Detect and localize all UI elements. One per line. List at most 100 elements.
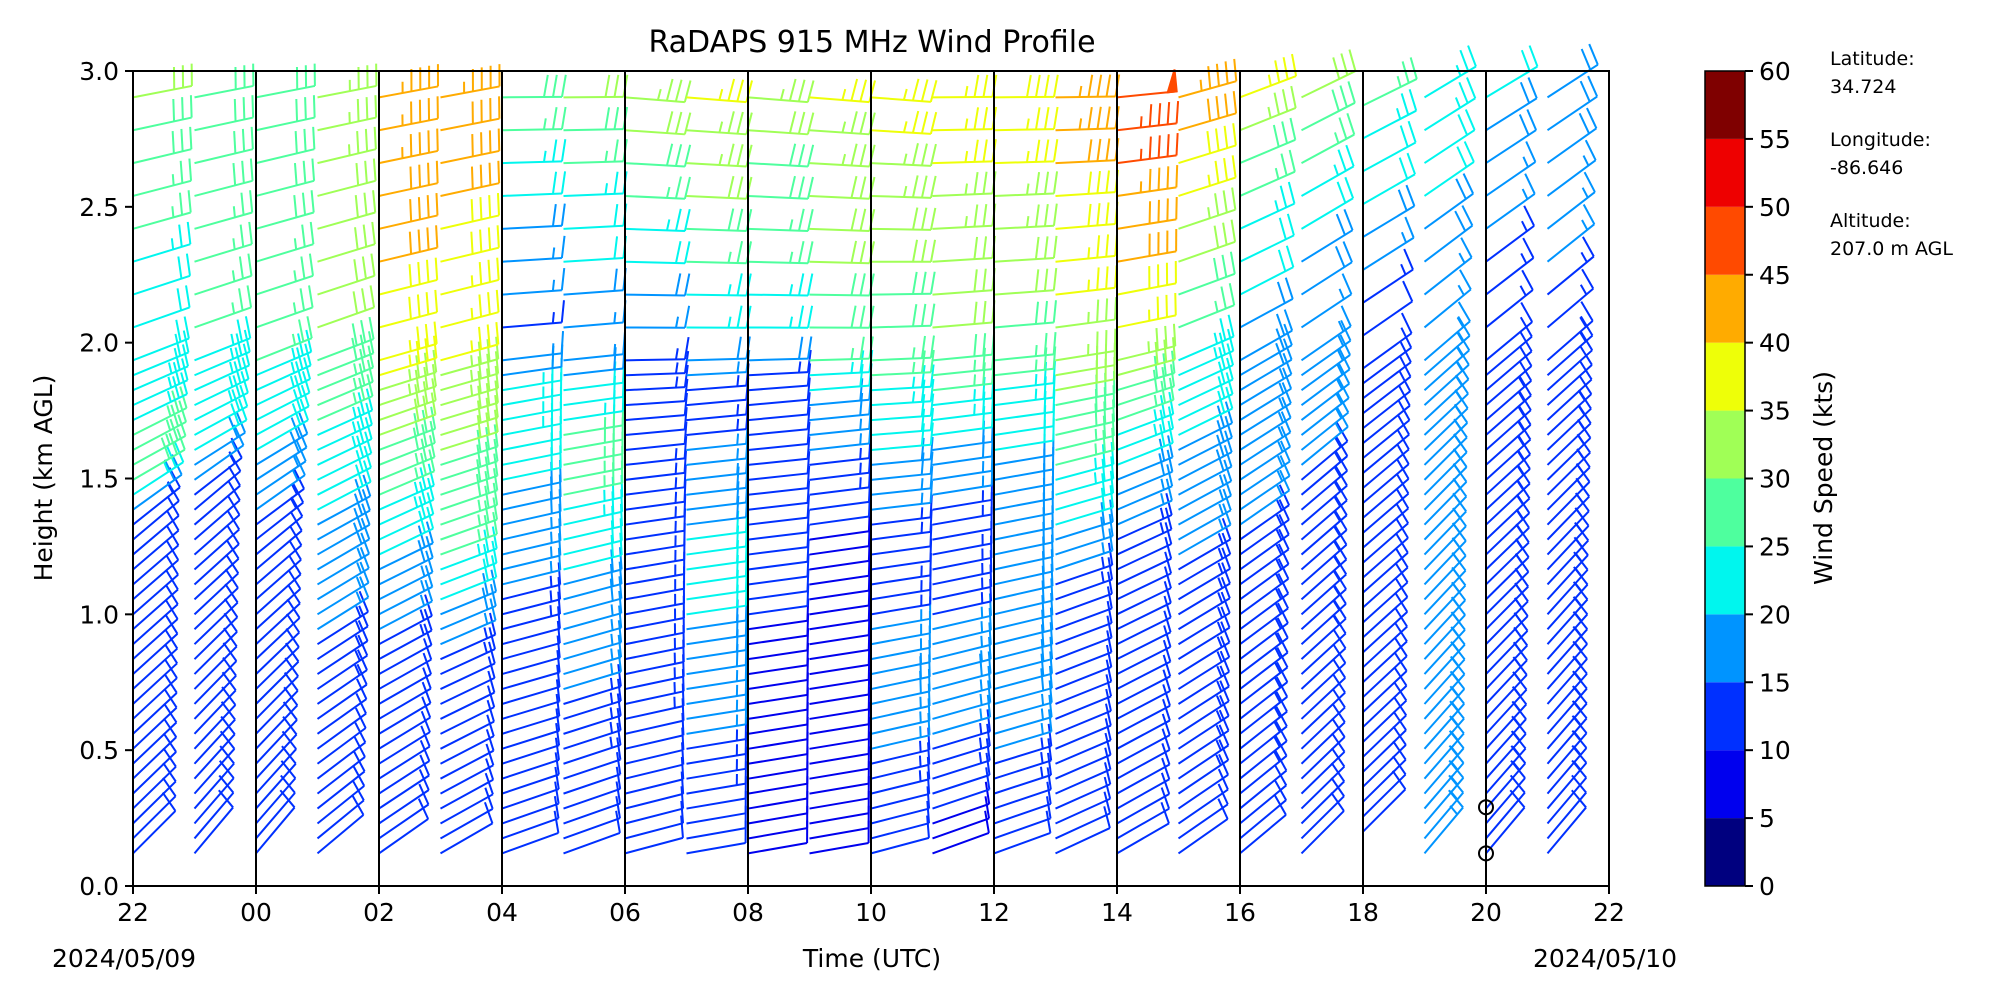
barb-staff bbox=[1546, 127, 1597, 164]
barb-half-feather bbox=[1147, 341, 1151, 353]
barb-staff bbox=[747, 357, 809, 362]
barb-staff bbox=[563, 289, 624, 296]
barb-feather bbox=[420, 452, 427, 476]
barb-staff bbox=[132, 84, 193, 99]
barb-staff bbox=[1239, 75, 1297, 99]
barb-half-feather bbox=[1452, 493, 1461, 504]
barb-half-feather bbox=[1160, 478, 1165, 490]
barb-staff bbox=[1300, 368, 1351, 406]
wind-barb bbox=[316, 547, 370, 601]
barb-staff bbox=[624, 194, 685, 200]
barb-staff bbox=[1546, 191, 1596, 230]
barb-feather bbox=[617, 620, 623, 643]
barb-half-feather bbox=[1207, 207, 1211, 219]
barb-feather bbox=[929, 79, 938, 103]
barb-staff bbox=[809, 545, 870, 556]
wind-barb bbox=[1055, 747, 1112, 795]
barb-staff bbox=[809, 293, 870, 297]
barb-staff bbox=[1239, 533, 1290, 571]
barb-staff bbox=[1362, 78, 1418, 107]
barb-staff bbox=[1546, 510, 1590, 556]
y-tick-label: 0.0 bbox=[79, 872, 119, 901]
barb-half-feather bbox=[1520, 253, 1528, 264]
barb-staff bbox=[1362, 109, 1417, 140]
barb-feather bbox=[1107, 542, 1114, 566]
barb-half-feather bbox=[407, 383, 412, 395]
barb-staff bbox=[1362, 390, 1411, 430]
barb-feather bbox=[1103, 776, 1112, 799]
wind-barb bbox=[501, 620, 561, 661]
barb-staff bbox=[624, 129, 685, 136]
barb-feather bbox=[295, 361, 303, 384]
wind-barb bbox=[1239, 352, 1293, 407]
wind-barb bbox=[1239, 323, 1293, 377]
barb-staff bbox=[440, 504, 498, 526]
barb-feather bbox=[487, 292, 491, 315]
barb-staff bbox=[317, 395, 373, 422]
barb-staff bbox=[1116, 413, 1174, 436]
barb-feather bbox=[850, 111, 858, 134]
barb-staff bbox=[1423, 614, 1466, 660]
barb-feather bbox=[1040, 653, 1045, 677]
barb-half-feather bbox=[1040, 722, 1044, 735]
barb-staff bbox=[1055, 506, 1114, 526]
barb-feather bbox=[1106, 600, 1113, 624]
barb-staff bbox=[1485, 350, 1533, 391]
barb-staff bbox=[747, 531, 808, 541]
barb-staff bbox=[1362, 478, 1410, 519]
barb-feather bbox=[361, 288, 367, 311]
barb-feather bbox=[241, 128, 246, 152]
barb-half-feather bbox=[1332, 555, 1341, 567]
barb-feather bbox=[617, 678, 622, 702]
wind-barb bbox=[378, 435, 436, 481]
barb-staff bbox=[747, 194, 808, 200]
barb-feather bbox=[1334, 245, 1346, 268]
calm-marker bbox=[1478, 845, 1494, 862]
barb-staff bbox=[870, 574, 931, 586]
barb-feather bbox=[1221, 532, 1232, 555]
barb-feather bbox=[859, 363, 864, 387]
barb-feather bbox=[1166, 464, 1174, 487]
wind-barb bbox=[932, 665, 992, 705]
barb-feather bbox=[1289, 117, 1297, 141]
barb-staff bbox=[194, 405, 248, 436]
barb-feather bbox=[1582, 236, 1595, 257]
barb-feather bbox=[1096, 74, 1103, 97]
barb-feather bbox=[1216, 405, 1226, 428]
barb-staff bbox=[378, 456, 435, 481]
barb-staff bbox=[1485, 409, 1532, 451]
wind-barb bbox=[440, 714, 495, 765]
barb-half-feather bbox=[549, 546, 553, 558]
wind-barb bbox=[686, 336, 751, 362]
barb-feather bbox=[425, 292, 430, 315]
barb-feather bbox=[1046, 781, 1052, 805]
barb-staff bbox=[1055, 364, 1115, 377]
wind-barb bbox=[1177, 798, 1229, 855]
barb-staff bbox=[563, 381, 624, 392]
barb-feather bbox=[309, 221, 315, 245]
wind-barb bbox=[1178, 328, 1235, 377]
barb-feather bbox=[1219, 694, 1230, 717]
barb-feather bbox=[427, 162, 430, 186]
wind-barb bbox=[932, 651, 992, 691]
wind-barb bbox=[993, 709, 1053, 750]
barb-half-feather bbox=[354, 649, 361, 661]
barb-staff bbox=[1239, 416, 1292, 451]
barb-staff bbox=[993, 628, 1053, 646]
barb-staff bbox=[440, 311, 499, 329]
wind-barb bbox=[563, 576, 623, 616]
barb-staff bbox=[747, 679, 808, 691]
barb-feather bbox=[172, 362, 181, 385]
barb-feather bbox=[1348, 49, 1357, 72]
barb-feather bbox=[303, 357, 312, 380]
barb-feather bbox=[1102, 429, 1106, 453]
barb-half-feather bbox=[1217, 547, 1224, 559]
colorbar-tick-label: 25 bbox=[1759, 532, 1791, 561]
wind-barb bbox=[440, 511, 498, 556]
barb-staff bbox=[1546, 495, 1590, 541]
barb-staff bbox=[316, 785, 365, 825]
barb-feather bbox=[181, 358, 189, 381]
barb-feather bbox=[613, 236, 619, 259]
barb-staff bbox=[993, 160, 1055, 165]
barb-staff bbox=[993, 817, 1051, 840]
